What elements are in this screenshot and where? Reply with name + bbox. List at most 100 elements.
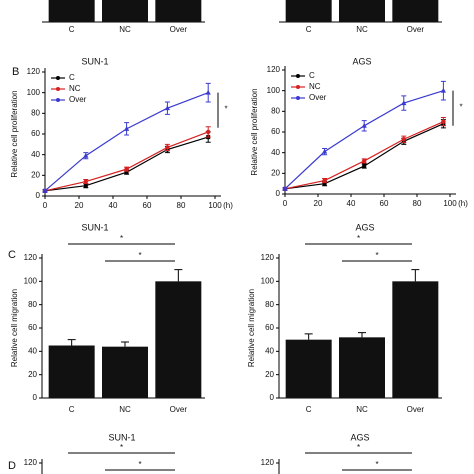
chart-title: SUN-1	[81, 222, 108, 232]
y-tick-label: 100	[24, 276, 38, 285]
x-tick-label: 80	[177, 201, 186, 210]
x-tick-label: 100	[443, 199, 457, 208]
x-tick-label: NC	[356, 25, 368, 34]
bar	[285, 339, 332, 398]
y-tick-label: 20	[265, 370, 274, 379]
y-tick-label: 60	[31, 129, 40, 138]
significance-star: *	[375, 460, 378, 469]
bar-cut	[48, 0, 95, 22]
legend-marker	[296, 96, 300, 100]
y-tick-label: 60	[265, 323, 274, 332]
y-tick-label: 120	[261, 253, 275, 262]
y-tick-label: 20	[31, 170, 40, 179]
x-tick-label: 0	[43, 201, 48, 210]
y-tick-label: 80	[28, 300, 37, 309]
y-tick-label: 100	[267, 86, 281, 95]
significance-star: *	[375, 251, 378, 260]
x-axis-label: (h)	[458, 199, 468, 208]
y-tick-label: 40	[31, 150, 40, 159]
y-tick-label: 0	[270, 393, 275, 402]
legend-marker	[296, 74, 300, 78]
legend-marker	[56, 76, 60, 80]
legend-label: C	[309, 71, 315, 80]
marker	[124, 126, 130, 131]
x-tick-label: 100	[208, 201, 222, 210]
marker	[322, 178, 327, 183]
legend-label: Over	[69, 95, 87, 104]
marker	[362, 158, 367, 164]
chart-title: AGS	[355, 222, 374, 232]
marker	[282, 186, 288, 191]
x-tick-label: C	[69, 25, 75, 34]
y-tick-label: 20	[271, 168, 280, 177]
significance-star: *	[120, 234, 123, 243]
bar-cut	[155, 0, 202, 22]
x-tick-label: C	[306, 405, 312, 414]
bar-cut	[285, 0, 332, 22]
y-tick-label: 120	[27, 67, 41, 76]
y-tick-label: 60	[28, 323, 37, 332]
legend-label: NC	[69, 84, 81, 93]
y-tick-label: 120	[267, 65, 281, 74]
marker	[440, 87, 446, 93]
y-axis-label: Relative cell proliferation	[250, 88, 259, 175]
marker	[165, 145, 170, 150]
significance-star: *	[357, 443, 360, 452]
y-tick-label: 120	[24, 458, 38, 467]
error-bar	[121, 341, 129, 347]
marker	[42, 188, 48, 193]
legend-marker	[56, 87, 60, 91]
x-axis-label: (h)	[223, 201, 233, 210]
y-tick-label: 80	[31, 108, 40, 117]
panel-label: B	[12, 66, 19, 78]
bar-cut	[392, 0, 439, 22]
x-tick-label: 40	[109, 201, 118, 210]
bar	[155, 281, 202, 398]
y-tick-label: 20	[28, 370, 37, 379]
y-tick-label: 120	[24, 253, 38, 262]
x-tick-label: Over	[407, 405, 425, 414]
marker	[362, 164, 367, 169]
x-tick-label: Over	[407, 25, 425, 34]
error-bar	[358, 332, 366, 338]
chart-title: SUN-1	[108, 432, 135, 442]
significance-star: *	[224, 104, 227, 113]
y-tick-label: 100	[27, 88, 41, 97]
marker	[205, 89, 211, 95]
marker	[164, 105, 170, 111]
legend-label: C	[69, 73, 75, 82]
significance-star: *	[459, 102, 462, 111]
y-tick-label: 120	[261, 458, 275, 467]
marker	[124, 170, 129, 175]
y-tick-label: 80	[265, 300, 274, 309]
error-bar	[67, 339, 76, 346]
y-axis-label: Relative cell migration	[10, 289, 19, 367]
y-tick-label: 60	[271, 127, 280, 136]
bar	[102, 346, 148, 398]
x-tick-label: Over	[170, 405, 188, 414]
chart-title: SUN-1	[81, 56, 108, 66]
significance-star: *	[138, 251, 141, 260]
legend-marker	[56, 98, 60, 102]
x-tick-label: NC	[356, 405, 368, 414]
y-tick-label: 40	[265, 346, 274, 355]
error-bar	[174, 269, 183, 282]
legend-label: Over	[309, 93, 327, 102]
marker	[361, 123, 367, 128]
significance-star: *	[120, 443, 123, 452]
marker	[83, 152, 89, 158]
chart-title: AGS	[352, 56, 371, 66]
x-tick-label: NC	[119, 405, 131, 414]
bar	[392, 281, 439, 398]
error-bar	[411, 269, 420, 282]
marker	[322, 181, 327, 186]
line	[284, 121, 444, 190]
y-tick-label: 0	[36, 191, 41, 200]
bar-cut	[339, 0, 385, 22]
y-axis-label: Relative cell migration	[247, 289, 256, 367]
x-tick-label: 20	[314, 199, 323, 208]
bar	[339, 337, 385, 398]
error-bar	[304, 333, 313, 340]
y-tick-label: 0	[276, 189, 281, 198]
